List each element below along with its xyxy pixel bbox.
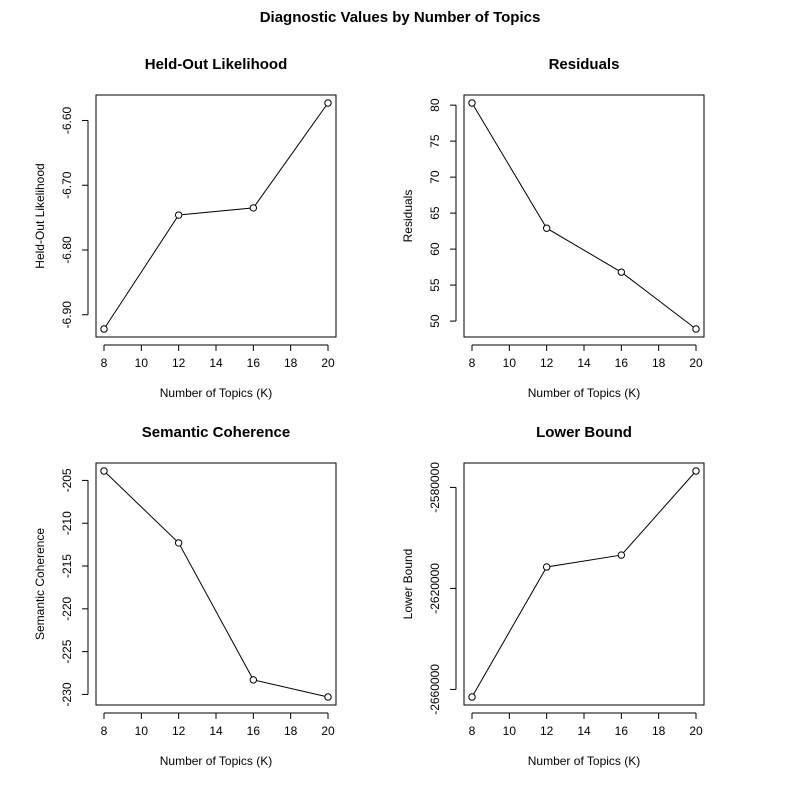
x-tick-label: 8 [101,356,108,370]
panel-title: Residuals [549,56,620,73]
figure-title: Diagnostic Values by Number of Topics [260,9,541,26]
y-tick-label: 55 [428,278,442,292]
y-tick-label: -2620000 [428,563,442,614]
series-line [471,470,697,698]
panel-3: Semantic Coherence 8 10 12 14 16 18 20 Number of… [33,424,337,768]
x-axis-title: Number of Topics (K) [160,754,272,768]
x-tick-label: 14 [577,356,591,370]
y-tick-label: -210 [60,511,74,535]
x-axis-title: Number of Topics (K) [160,386,272,400]
series-line [103,470,329,698]
data-point [692,325,700,333]
data-point [324,99,332,107]
y-tick-label: -225 [60,639,74,663]
y-tick-label: 65 [428,206,442,220]
x-tick-label: 10 [135,724,149,738]
x-tick-label: 10 [503,724,517,738]
x-tick-label: 12 [540,356,554,370]
x-tick-label: 10 [503,356,517,370]
x-tick-label: 20 [321,724,335,738]
x-tick-label: 16 [615,356,629,370]
plot-frame [463,462,705,706]
data-point [617,268,626,276]
plot-frame [95,462,337,706]
x-tick-label: 14 [209,356,223,370]
y-tick-label: 75 [428,134,442,148]
data-point [100,325,108,333]
y-tick-label: 50 [428,314,442,328]
plot-frame [95,94,337,338]
x-tick-label: 14 [209,724,223,738]
panel-title: Semantic Coherence [142,424,290,441]
y-tick-label: -6.80 [60,236,74,264]
x-axis-title: Number of Topics (K) [528,754,640,768]
data-point [324,693,332,701]
x-axis-title: Number of Topics (K) [528,386,640,400]
x-tick-label: 16 [247,724,261,738]
y-axis-title: Lower Bound [401,549,415,620]
x-tick-label: 8 [101,724,108,738]
panel-2: Residuals 8 10 12 14 16 18 20 Number of Topics (… [401,56,705,400]
y-tick-label: -6.70 [60,171,74,199]
y-tick-label: -6.60 [60,106,74,134]
x-tick-label: 12 [540,724,554,738]
x-tick-label: 12 [172,356,186,370]
x-tick-label: 8 [469,724,476,738]
x-tick-label: 20 [689,356,703,370]
data-point [468,99,476,107]
x-tick-label: 18 [652,356,666,370]
y-tick-label: 60 [428,242,442,256]
data-point [468,693,476,701]
series-line [471,102,697,330]
data-point [692,467,700,475]
x-tick-label: 18 [284,356,298,370]
panel-title: Lower Bound [536,424,632,441]
x-tick-label: 20 [689,724,703,738]
x-tick-label: 18 [652,724,666,738]
data-point [542,224,551,232]
y-tick-label: -205 [60,468,74,492]
data-point [174,211,183,219]
x-tick-label: 16 [247,356,261,370]
data-point [100,467,108,475]
y-tick-label: -2660000 [428,664,442,715]
plot-frame [463,94,705,338]
x-tick-label: 12 [172,724,186,738]
x-tick-label: 18 [284,724,298,738]
y-tick-label: -220 [60,596,74,620]
y-tick-label: 80 [428,98,442,112]
y-tick-label: -6.90 [60,301,74,329]
x-tick-label: 16 [615,724,629,738]
panel-4: Lower Bound 8 10 12 14 16 18 20 Number of Topics… [401,424,705,768]
y-tick-label: -215 [60,554,74,578]
y-tick-label: -230 [60,682,74,706]
panel-1: Held-Out Likelihood 8 10 12 14 16 18 20 Number o… [33,56,337,400]
y-tick-label: -2580000 [428,462,442,513]
data-point [542,563,551,571]
x-tick-label: 8 [469,356,476,370]
data-point [249,204,258,212]
panel-title: Held-Out Likelihood [145,56,288,73]
data-point [249,676,258,684]
x-tick-label: 10 [135,356,149,370]
y-axis-title: Residuals [401,190,415,243]
data-point [174,539,183,547]
data-point [617,551,626,559]
y-axis-title: Held-Out Likelihood [33,163,47,268]
y-axis-title: Semantic Coherence [33,528,47,640]
x-tick-label: 20 [321,356,335,370]
series-line [103,102,329,330]
x-tick-label: 14 [577,724,591,738]
y-tick-label: 70 [428,170,442,184]
